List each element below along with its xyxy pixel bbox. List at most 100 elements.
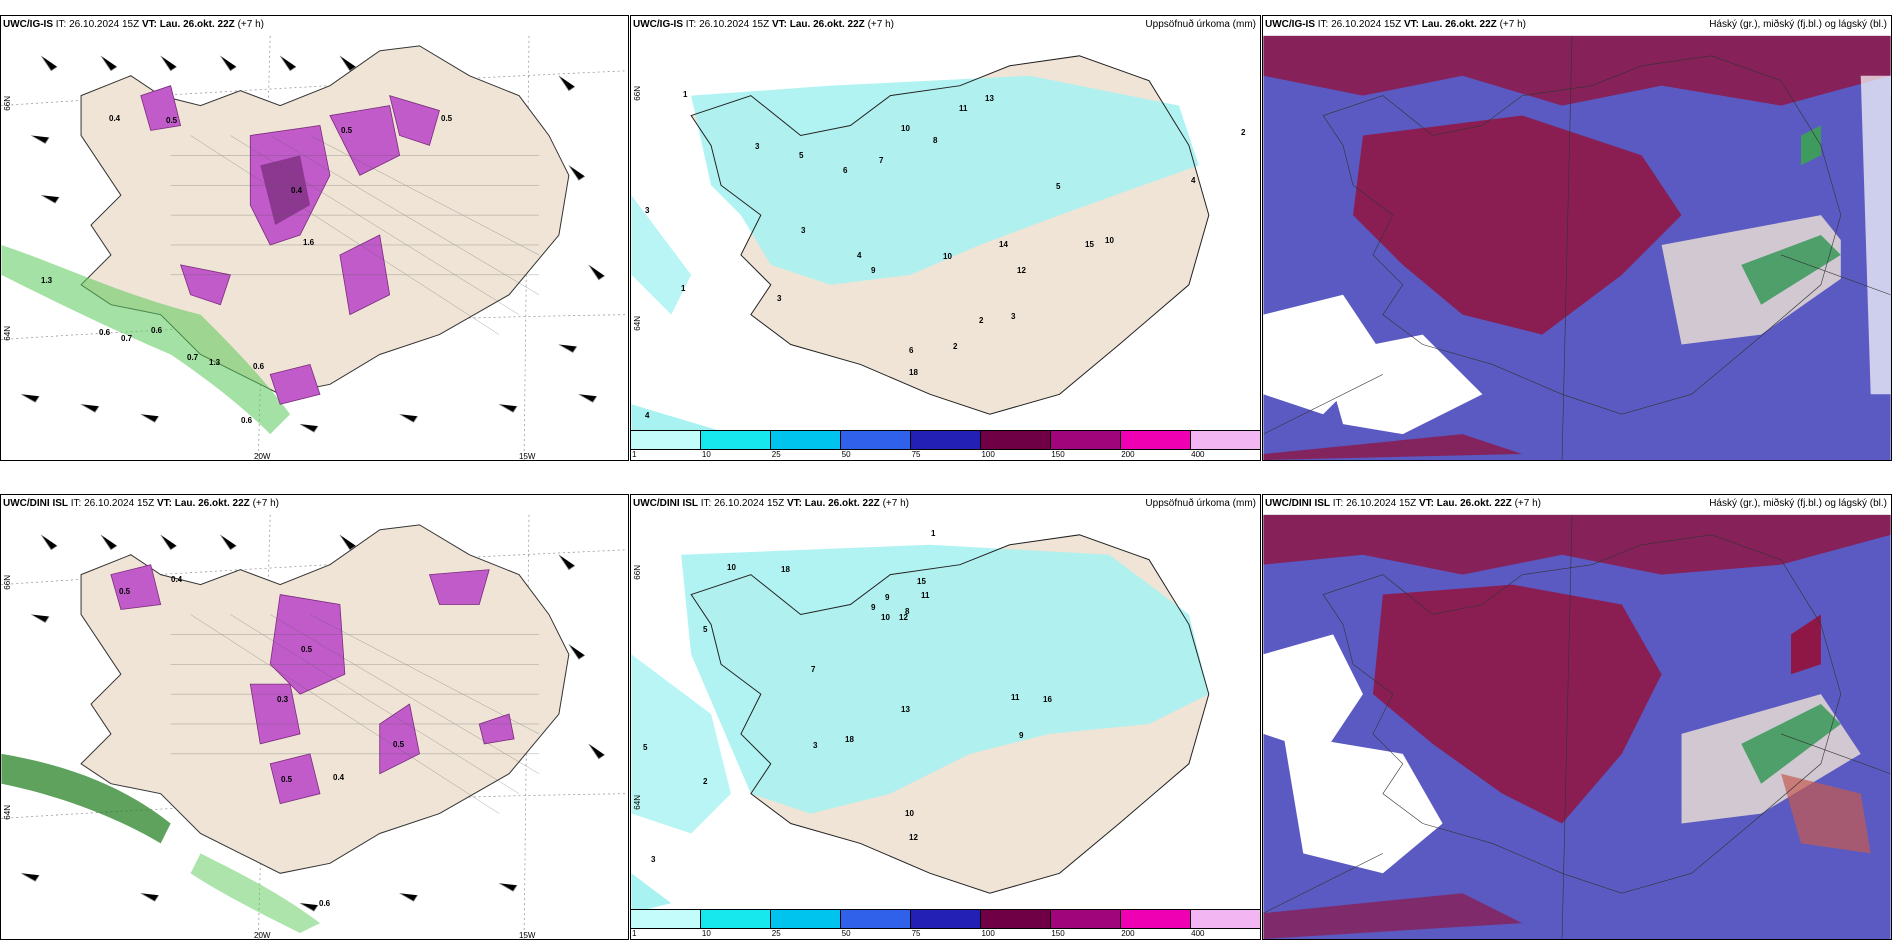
wind-value: 0.6 <box>319 899 331 908</box>
precip-value: 13 <box>985 94 994 103</box>
lat-label-64n: 64N <box>633 316 642 331</box>
wind-value: 0.6 <box>99 328 111 337</box>
panel-title: Háský (gr.), miðský (fj.bl.) og lágský (… <box>1709 498 1887 509</box>
wind-value: 1.3 <box>209 358 221 367</box>
precip-value: 3 <box>777 294 782 303</box>
precip-colorbar <box>631 430 1260 450</box>
colorbar-segment <box>911 910 981 928</box>
precip-value: 3 <box>1011 312 1016 321</box>
cloud-panel-dini: UWC/DINI ISL IT: 26.10.2024 15Z VT: Lau.… <box>1262 494 1892 940</box>
precip-value: 10 <box>943 252 952 261</box>
wind-value: 0.5 <box>301 645 313 654</box>
cloud-panel-ig: UWC/IG-IS IT: 26.10.2024 15Z VT: Lau. 26… <box>1262 15 1892 461</box>
wind-map <box>1 514 628 939</box>
precip-value: 10 <box>881 613 890 622</box>
precip-value: 6 <box>843 166 848 175</box>
precip-value: 5 <box>1056 182 1061 191</box>
colorbar-segment <box>771 910 841 928</box>
precip-value: 4 <box>1191 176 1196 185</box>
precip-value: 9 <box>871 266 876 275</box>
colorbar-label: 200 <box>1121 929 1135 938</box>
lat-label-66n: 66N <box>3 575 12 590</box>
colorbar-label: 1 <box>632 450 637 459</box>
wind-map <box>1 35 628 460</box>
colorbar-segment <box>911 431 981 449</box>
precip-value: 3 <box>813 741 818 750</box>
precip-value: 2 <box>953 342 958 351</box>
precip-value: 2 <box>1241 128 1246 137</box>
wind-value: 0.7 <box>121 334 133 343</box>
panel-header: UWC/IG-IS IT: 26.10.2024 15Z VT: Lau. 26… <box>633 19 894 30</box>
precip-value: 2 <box>703 777 708 786</box>
precip-value: 3 <box>645 206 650 215</box>
precip-value: 18 <box>909 368 918 377</box>
panel-title: Uppsöfnuð úrkoma (mm) <box>1145 19 1256 30</box>
precip-value: 5 <box>799 151 804 160</box>
panel-header: UWC/DINI ISL IT: 26.10.2024 15Z VT: Lau.… <box>1265 498 1541 509</box>
wind-value: 0.3 <box>277 695 289 704</box>
precip-value: 8 <box>905 607 910 616</box>
colorbar-label: 25 <box>771 929 781 938</box>
colorbar-segment <box>631 910 701 928</box>
colorbar-label: 400 <box>1191 929 1205 938</box>
colorbar-segment <box>1191 431 1260 449</box>
precip-value: 6 <box>909 346 914 355</box>
colorbar-label: 150 <box>1051 450 1065 459</box>
precip-value: 8 <box>933 136 938 145</box>
colorbar-labels: 1 10 25 50 75 100 150 200 400 <box>631 929 1260 939</box>
wind-panel-dini: UWC/DINI ISL IT: 26.10.2024 15Z VT: Lau.… <box>0 494 629 940</box>
colorbar-segment <box>1121 910 1191 928</box>
precip-panel-ig: UWC/IG-IS IT: 26.10.2024 15Z VT: Lau. 26… <box>630 15 1261 461</box>
colorbar-label: 50 <box>841 450 851 459</box>
wind-value: 0.5 <box>341 126 353 135</box>
wind-value: 0.4 <box>333 773 345 782</box>
lat-label-64n: 64N <box>3 326 12 341</box>
precip-value: 18 <box>845 735 854 744</box>
colorbar-segment <box>1051 431 1121 449</box>
colorbar-segment <box>701 431 771 449</box>
wind-value: 0.7 <box>187 353 199 362</box>
precip-value: 12 <box>909 833 918 842</box>
precip-value: 10 <box>905 809 914 818</box>
lat-label-64n: 64N <box>633 795 642 810</box>
precip-map <box>631 534 1210 914</box>
colorbar-label: 100 <box>981 929 995 938</box>
wind-value: 0.4 <box>171 575 183 584</box>
precip-value: 5 <box>703 625 708 634</box>
panel-header: UWC/DINI ISL IT: 26.10.2024 15Z VT: Lau.… <box>3 498 279 509</box>
precip-value: 1 <box>683 90 688 99</box>
colorbar-label: 100 <box>981 450 995 459</box>
wind-value: 0.6 <box>151 326 163 335</box>
panel-title: Háský (gr.), miðský (fj.bl.) og lágský (… <box>1709 19 1887 30</box>
precip-value: 7 <box>811 665 816 674</box>
wind-value: 0.5 <box>441 114 453 123</box>
precip-value: 18 <box>781 565 790 574</box>
lon-label-20w: 20W <box>254 452 271 461</box>
wind-value: 0.5 <box>166 116 178 125</box>
colorbar-segment <box>771 431 841 449</box>
colorbar-segment <box>701 910 771 928</box>
wind-value: 0.5 <box>119 587 131 596</box>
precip-value: 1 <box>931 529 936 538</box>
precip-value: 9 <box>871 603 876 612</box>
colorbar-label: 75 <box>911 929 921 938</box>
precip-colorbar <box>631 909 1260 929</box>
precip-value: 15 <box>917 577 926 586</box>
precip-value: 11 <box>959 104 968 113</box>
colorbar-segment <box>841 910 911 928</box>
precip-value: 11 <box>921 591 930 600</box>
colorbar-label: 25 <box>771 450 781 459</box>
colorbar-label: 400 <box>1191 450 1205 459</box>
precip-value: 3 <box>801 226 806 235</box>
wind-value: 0.6 <box>241 416 253 425</box>
colorbar-label: 10 <box>701 929 711 938</box>
lon-label-15w: 15W <box>519 452 536 461</box>
wind-value: 0.4 <box>291 186 303 195</box>
colorbar-segment <box>841 431 911 449</box>
precip-value: 9 <box>1019 731 1024 740</box>
precip-value: 4 <box>857 251 862 260</box>
precip-value: 13 <box>901 705 910 714</box>
panel-header: UWC/IG-IS IT: 26.10.2024 15Z VT: Lau. 26… <box>1265 19 1526 30</box>
precip-value: 15 <box>1085 240 1094 249</box>
colorbar-labels: 1 10 25 50 75 100 150 200 400 <box>631 450 1260 460</box>
